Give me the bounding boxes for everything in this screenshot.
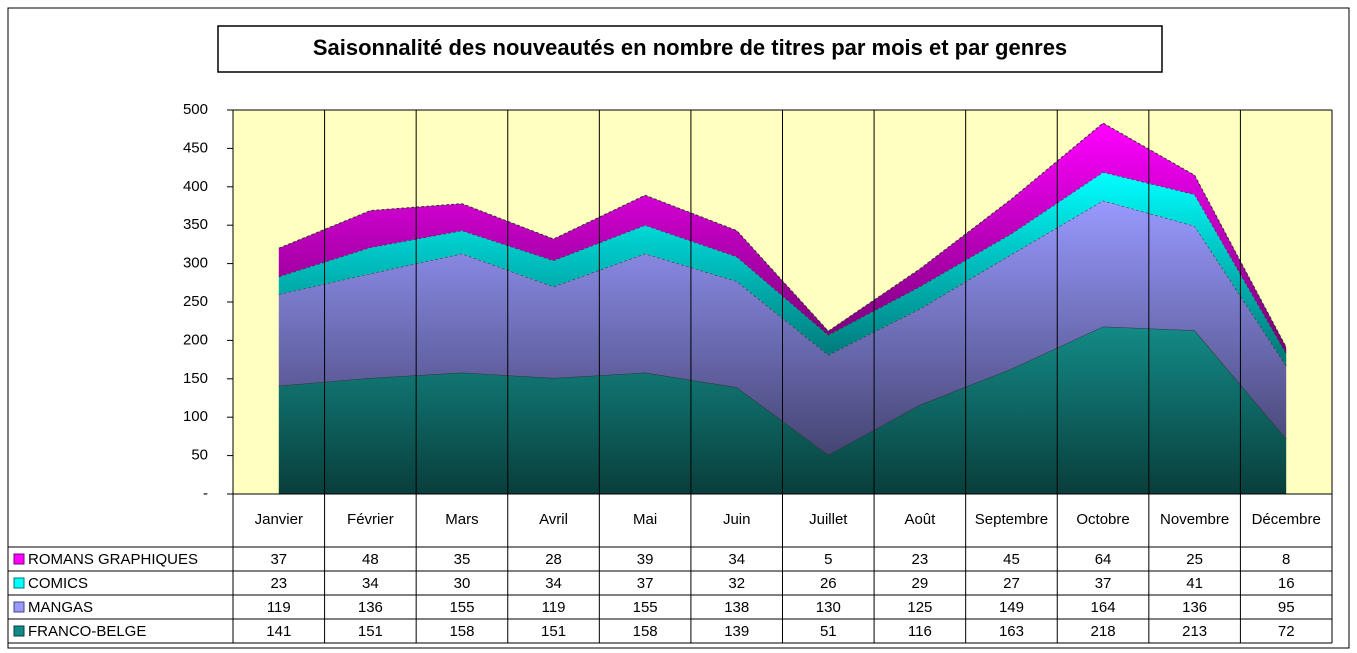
table-value: 34 — [362, 575, 379, 592]
x-tick-label: Juin — [723, 511, 751, 528]
legend-label: MANGAS — [28, 599, 93, 616]
table-value: 25 — [1186, 551, 1203, 568]
table-value: 138 — [724, 599, 749, 616]
legend-key — [13, 577, 25, 589]
table-value: 141 — [266, 623, 291, 640]
table-value: 34 — [545, 575, 562, 592]
table-value: 164 — [1091, 599, 1116, 616]
legend-key — [13, 601, 25, 613]
y-tick-label: 500 — [183, 101, 208, 118]
table-value: 23 — [270, 575, 287, 592]
table-value: 151 — [541, 623, 566, 640]
table-value: 158 — [449, 623, 474, 640]
x-tick-label: Septembre — [975, 511, 1048, 528]
table-value: 45 — [1003, 551, 1020, 568]
table-value: 218 — [1091, 623, 1116, 640]
table-value: 5 — [824, 551, 832, 568]
title-box — [217, 25, 1163, 73]
table-value: 29 — [912, 575, 929, 592]
table-value: 95 — [1278, 599, 1295, 616]
table-value: 136 — [1182, 599, 1207, 616]
y-tick-label: 50 — [191, 447, 208, 464]
legend-label: COMICS — [28, 575, 88, 592]
x-tick-label: Février — [347, 511, 394, 528]
table-value: 48 — [362, 551, 379, 568]
table-value: 155 — [449, 599, 474, 616]
table-value: 72 — [1278, 623, 1295, 640]
y-tick-label: 350 — [183, 216, 208, 233]
table-value: 149 — [999, 599, 1024, 616]
table-value: 23 — [912, 551, 929, 568]
y-tick-label: 450 — [183, 139, 208, 156]
area — [278, 172, 1287, 366]
table-value: 27 — [1003, 575, 1020, 592]
table-value: 28 — [545, 551, 562, 568]
table-value: 39 — [637, 551, 654, 568]
table-value: 119 — [542, 599, 566, 616]
area — [278, 326, 1287, 494]
legend-key — [13, 553, 25, 565]
table-value: 158 — [633, 623, 658, 640]
table-value: 32 — [728, 575, 745, 592]
legend-label: FRANCO-BELGE — [28, 623, 146, 640]
table-value: 26 — [820, 575, 837, 592]
x-tick-label: Mars — [445, 511, 478, 528]
y-tick-label: 100 — [183, 408, 208, 425]
x-tick-label: Octobre — [1076, 511, 1129, 528]
y-tick-label: 300 — [183, 255, 208, 272]
x-tick-label: Mai — [633, 511, 657, 528]
table-value: 30 — [454, 575, 471, 592]
x-tick-label: Juillet — [809, 511, 848, 528]
table-value: 130 — [816, 599, 841, 616]
chart-title: Saisonnalité des nouveautés en nombre de… — [313, 35, 1067, 60]
table-value: 34 — [728, 551, 745, 568]
table-value: 41 — [1186, 575, 1203, 592]
y-tick-label: 400 — [183, 178, 208, 195]
x-tick-label: Janvier — [255, 511, 303, 528]
table-value: 119 — [267, 599, 291, 616]
table-value: 16 — [1278, 575, 1295, 592]
table-value: 51 — [820, 623, 837, 640]
table-value: 139 — [724, 623, 749, 640]
legend-label: ROMANS GRAPHIQUES — [28, 551, 198, 568]
x-tick-label: Novembre — [1160, 511, 1229, 528]
legend-key — [13, 625, 25, 637]
table-value: 35 — [454, 551, 471, 568]
y-tick-label: 150 — [183, 370, 208, 387]
y-tick-label: 250 — [183, 293, 208, 310]
table-value: 8 — [1282, 551, 1290, 568]
y-tick-label: 200 — [183, 331, 208, 348]
table-value: 37 — [1095, 575, 1112, 592]
table-value: 151 — [358, 623, 383, 640]
x-tick-label: Décembre — [1252, 511, 1321, 528]
table-value: 155 — [633, 599, 658, 616]
table-value: 37 — [270, 551, 287, 568]
table-value: 125 — [907, 599, 932, 616]
x-tick-label: Août — [904, 511, 936, 528]
table-value: 116 — [908, 623, 932, 640]
table-value: 64 — [1095, 551, 1112, 568]
table-value: 213 — [1182, 623, 1207, 640]
y-tick-label: - — [203, 485, 208, 502]
table-value: 163 — [999, 623, 1024, 640]
x-tick-label: Avril — [539, 511, 568, 528]
table-value: 37 — [637, 575, 654, 592]
table-value: 136 — [358, 599, 383, 616]
